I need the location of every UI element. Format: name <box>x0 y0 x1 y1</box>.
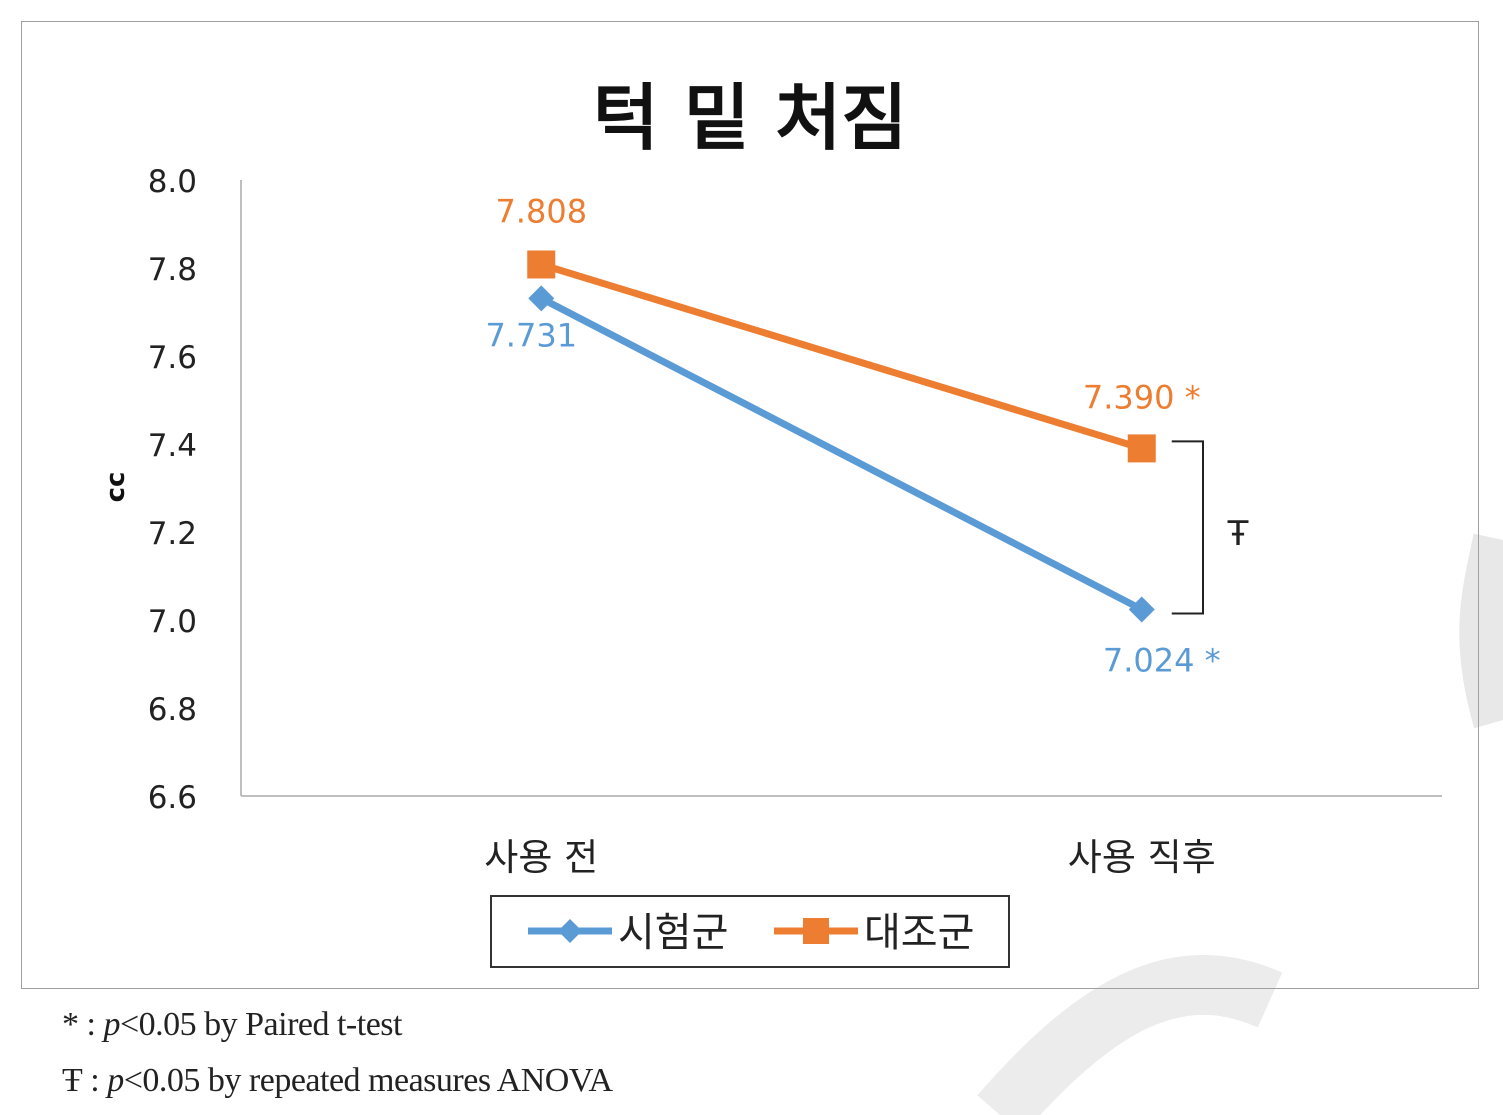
footnote-anova-p: p <box>107 1062 124 1099</box>
y-tick-label: 7.2 <box>148 516 197 552</box>
footnote-paired-sep: : <box>78 1006 104 1043</box>
legend: 시험군 대조군 <box>490 895 1010 968</box>
x-axis-ticks: 사용 전 사용 직후 <box>484 836 1215 879</box>
y-tick-label: 7.8 <box>148 252 197 288</box>
data-point-square <box>527 250 556 279</box>
y-tick-label: 7.4 <box>148 428 197 464</box>
footnote-paired-symbol: * <box>62 1006 79 1043</box>
data-label: 7.731 <box>485 316 577 354</box>
y-tick-label: 7.6 <box>148 340 197 376</box>
chart-area <box>21 21 1479 989</box>
series-line <box>539 295 1144 613</box>
data-point-diamond <box>1128 596 1155 623</box>
footnote-paired: * : p<0.05 by Paired t-test <box>62 1006 402 1044</box>
y-axis-label: cc <box>101 472 131 503</box>
y-tick-label: 7.0 <box>148 604 197 640</box>
x-tick-label: 사용 전 <box>484 836 598 879</box>
footnote-anova-sep: : <box>82 1062 108 1099</box>
chart-title: 턱 밑 처짐 <box>592 76 907 160</box>
data-point-square <box>1127 434 1156 463</box>
data-label: 7.024 * <box>1103 641 1221 679</box>
anova-bracket: Ŧ <box>1171 440 1249 615</box>
footnote-anova-symbol: Ŧ <box>62 1062 83 1099</box>
data-label: 7.390 * <box>1083 378 1201 416</box>
footnote-paired-p: p <box>103 1006 120 1043</box>
y-tick-label: 8.0 <box>148 164 197 200</box>
y-axis-ticks: 6.6 6.8 7.0 7.2 7.4 7.6 7.8 8.0 <box>148 164 197 816</box>
series-layer: 7.731 7.024 * 7.808 7.390 * <box>485 192 1220 679</box>
y-tick-label: 6.8 <box>148 692 197 728</box>
footnote-anova-text: <0.05 by repeated measures ANOVA <box>123 1062 613 1099</box>
footnote-paired-text: <0.05 by Paired t-test <box>119 1006 403 1043</box>
series-line <box>540 261 1143 452</box>
data-label: 7.808 <box>495 192 587 230</box>
y-tick-label: 6.6 <box>148 780 197 816</box>
anova-bracket-symbol: Ŧ <box>1227 514 1249 554</box>
legend-marker-square <box>803 918 829 944</box>
data-point-diamond <box>528 285 555 312</box>
x-tick-label: 사용 직후 <box>1068 836 1216 879</box>
legend-label: 대조군 <box>864 910 974 956</box>
legend-label: 시험군 <box>618 910 728 956</box>
anova-bracket-line <box>1171 440 1204 615</box>
footnote-anova: Ŧ : p<0.05 by repeated measures ANOVA <box>62 1062 613 1100</box>
legend-marker-diamond <box>558 919 582 943</box>
